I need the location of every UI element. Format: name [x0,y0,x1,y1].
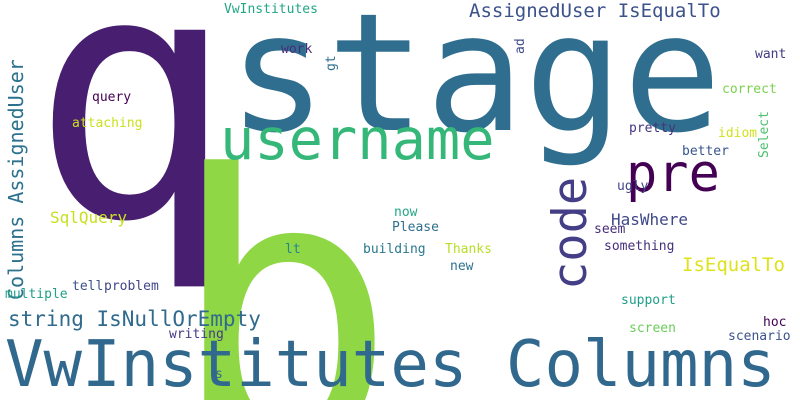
word-pre: pre [626,144,720,204]
word-new: new [450,259,474,274]
word-haswhere: HasWhere [611,210,689,229]
word-tell: tell [72,279,104,294]
word-something: something [604,239,675,254]
word-screen: screen [629,321,676,336]
word-query: query [92,90,132,105]
word-writing: writing [169,327,224,342]
word-correct: correct [722,82,777,97]
word-now: now [394,205,418,220]
word-lt: lt [285,242,301,257]
word-assigneduser-isequalto: AssignedUser IsEqualTo [469,0,721,22]
word-ugly: ugly [617,179,649,194]
word-columns-assigneduser: Columns AssignedUser [4,59,28,300]
word-please: Please [392,220,439,235]
word-select: Select [757,111,772,158]
word-stage: stage [228,0,722,169]
word-multiple: multiple [5,287,68,302]
word-username: username [220,107,495,173]
word-sqlquery: SqlQuery [50,208,128,227]
word-pretty: pretty [629,121,676,136]
word-gt: gt [324,55,339,71]
word-seem: seem [594,222,626,237]
word-q-large-purple: q [30,0,235,296]
word-idiom: idiom [718,126,758,141]
word-work: work [281,42,313,57]
word-hoc: hoc [763,315,787,330]
word-code: code [543,176,598,290]
word-string-isnullorempty: string IsNullOrEmpty [8,307,261,331]
word-isequalto: IsEqualTo [682,254,785,276]
word-vwinstitutes-columns: VwInstitutes Columns [5,328,776,400]
word-building: building [363,242,426,257]
word-support: support [621,293,676,308]
word-scenario: scenario [728,329,791,344]
word-want: want [755,47,787,62]
word-s: s [215,367,223,382]
word-thanks: Thanks [445,242,492,257]
word-problem: problem [104,279,159,294]
word-attaching: attaching [72,116,143,131]
word-better: better [682,144,729,159]
word-ad: ad [513,38,528,54]
word-vwinstitutes: VwInstitutes [224,2,318,17]
